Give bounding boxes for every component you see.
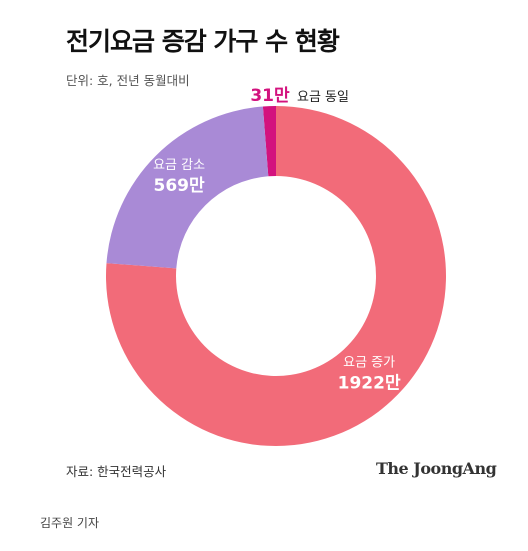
byline: 김주원 기자 xyxy=(40,516,100,530)
donut-slice-0 xyxy=(262,106,276,177)
slice-name-label-1: 요금 증가 xyxy=(343,355,395,370)
donut-slice-1 xyxy=(105,106,447,447)
donut-slice-2 xyxy=(106,106,269,269)
slice-name-label-2: 요금 감소 xyxy=(153,158,205,173)
slice-value-label-0: 31만 xyxy=(250,86,290,106)
unit-note: 단위: 호, 전년 동월대비 xyxy=(66,73,190,88)
slice-name-label-0: 요금 동일 xyxy=(297,90,349,105)
brand-logo: The JoongAng xyxy=(376,459,497,478)
slice-value-label-1: 1922만 xyxy=(338,373,401,393)
slice-value-label-2: 569만 xyxy=(153,176,204,196)
source-note: 자료: 한국전력공사 xyxy=(66,464,167,479)
chart-title: 전기요금 증감 가구 수 현황 xyxy=(66,27,340,56)
